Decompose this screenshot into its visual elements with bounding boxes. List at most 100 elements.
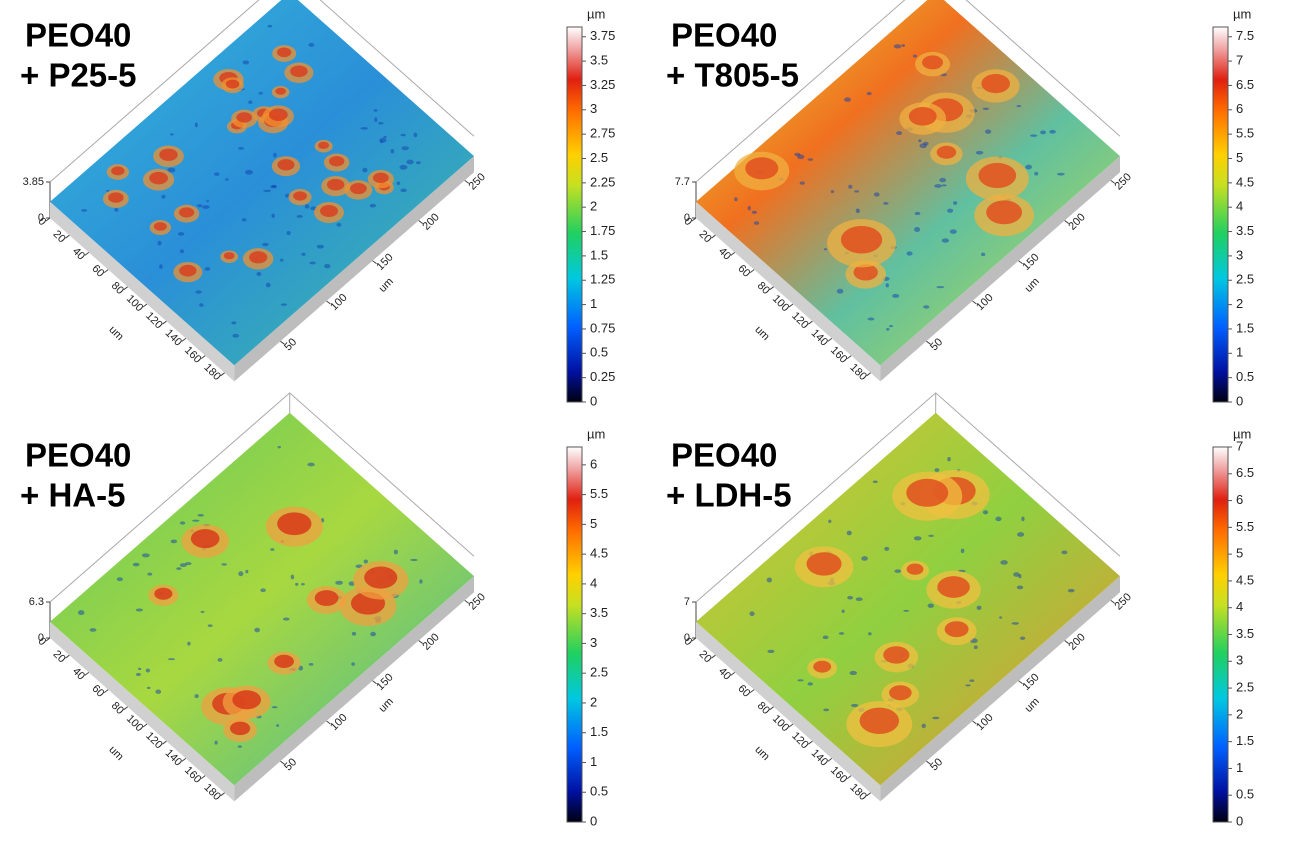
- surface-pore: [159, 264, 163, 269]
- surface-pore: [352, 632, 356, 636]
- colorbar-tick-label: 1.5: [590, 247, 608, 262]
- surface-feature: [179, 207, 194, 217]
- colorbar-tick-label: 6: [590, 456, 597, 471]
- colorbar-tick-label: 1: [590, 296, 597, 311]
- surface-pore: [180, 521, 185, 524]
- surface-pore: [896, 131, 902, 135]
- surface-pore: [225, 178, 228, 181]
- surface-pore: [413, 133, 417, 138]
- surface-pore: [374, 109, 378, 111]
- colorbar-tick-label: 1: [590, 754, 597, 769]
- y-axis-label: um: [377, 696, 396, 715]
- colorbar-tick-label: 3.5: [1236, 223, 1254, 238]
- surface-feature: [922, 55, 943, 69]
- surface-pore: [837, 289, 844, 294]
- surface-pore: [138, 668, 141, 670]
- surface-pore: [383, 136, 386, 138]
- surface-pore: [981, 253, 985, 257]
- figure: PEO40+ P25-503.8502040608010012014016018…: [0, 0, 1292, 841]
- colorbar-tick-label: 2: [1236, 706, 1243, 721]
- surface-pore: [883, 202, 888, 205]
- surface-pore: [1017, 532, 1024, 537]
- surface-pore: [370, 632, 376, 637]
- surface-pore: [823, 708, 829, 711]
- x-axis-label: um: [752, 324, 771, 343]
- surface-pore: [272, 706, 278, 708]
- surface-pore: [947, 209, 953, 213]
- surface-feature: [327, 179, 344, 191]
- surface-pore: [178, 232, 184, 236]
- surface-pore: [874, 192, 880, 196]
- surface-pore: [913, 55, 917, 58]
- colorbar-label: µm: [1233, 6, 1251, 21]
- surface-feature: [226, 80, 240, 89]
- surface-feature: [149, 172, 168, 184]
- surface-pore: [416, 161, 421, 164]
- surface-feature: [806, 552, 841, 575]
- surface-pore: [1030, 134, 1037, 137]
- surface-pore: [256, 272, 261, 276]
- surface-pore: [410, 559, 417, 561]
- surface-pore: [401, 146, 409, 150]
- surface-pore: [259, 92, 263, 95]
- surface-pore: [985, 129, 991, 134]
- surface-pore: [919, 143, 926, 148]
- surface-pore: [197, 204, 202, 207]
- surface-pore: [202, 205, 210, 209]
- surface-pore: [889, 325, 893, 327]
- colorbar: [1213, 447, 1228, 822]
- surface-pore: [198, 514, 204, 517]
- surface-pore: [364, 560, 368, 564]
- y-tick-label: 50: [928, 756, 945, 773]
- surface-feature: [230, 722, 250, 736]
- surface-pore: [231, 321, 236, 324]
- y-axis-label: um: [1023, 696, 1042, 715]
- surface-pore: [146, 669, 150, 673]
- surface-pore: [281, 303, 287, 305]
- surface-pore: [301, 583, 305, 585]
- surface-pore: [953, 201, 957, 205]
- surface-feature: [274, 655, 294, 668]
- surface-pore: [1012, 622, 1019, 625]
- surface-feature: [350, 183, 367, 194]
- surface-pore: [914, 536, 922, 540]
- surface-pore: [915, 212, 921, 215]
- surface-pore: [856, 208, 860, 213]
- surface-pore: [854, 190, 859, 192]
- surface-feature: [813, 661, 831, 673]
- colorbar-tick-label: 2.5: [590, 150, 608, 165]
- colorbar-tick-label: 1.5: [1236, 320, 1254, 335]
- surface-pore: [894, 44, 902, 48]
- surface-pore: [1061, 550, 1067, 554]
- surface-pore: [942, 184, 947, 186]
- colorbar-tick-label: 2.75: [590, 126, 615, 141]
- surface-pore: [918, 139, 921, 142]
- surface-pore: [305, 204, 310, 208]
- surface-pore: [378, 122, 384, 124]
- surface-pore: [254, 628, 260, 633]
- surface-pore: [748, 206, 751, 211]
- surface-pore: [242, 218, 247, 221]
- colorbar-tick-label: 5.5: [1236, 126, 1254, 141]
- surface-pore: [155, 690, 161, 694]
- colorbar: [567, 447, 582, 822]
- surface-pore: [844, 97, 851, 102]
- surface-pore: [797, 679, 803, 681]
- surface-feature: [745, 157, 778, 179]
- surface-pore: [296, 215, 302, 218]
- surface-pore: [1049, 130, 1056, 134]
- panel-title: PEO40: [671, 437, 777, 474]
- surface-pore: [848, 185, 852, 189]
- surface-pore: [291, 575, 295, 580]
- colorbar-tick-label: 2.5: [590, 665, 608, 680]
- surface-pore: [232, 334, 239, 338]
- surface-pore: [923, 305, 929, 308]
- surface-feature: [108, 192, 123, 202]
- surface-feature: [269, 108, 288, 121]
- surface-pore: [934, 468, 939, 472]
- surface-feature: [937, 576, 969, 598]
- colorbar-tick-label: 5: [1236, 546, 1243, 561]
- colorbar-tick-label: 4: [590, 575, 597, 590]
- colorbar-tick-label: 7.5: [1236, 28, 1254, 43]
- surface-pore: [351, 662, 355, 665]
